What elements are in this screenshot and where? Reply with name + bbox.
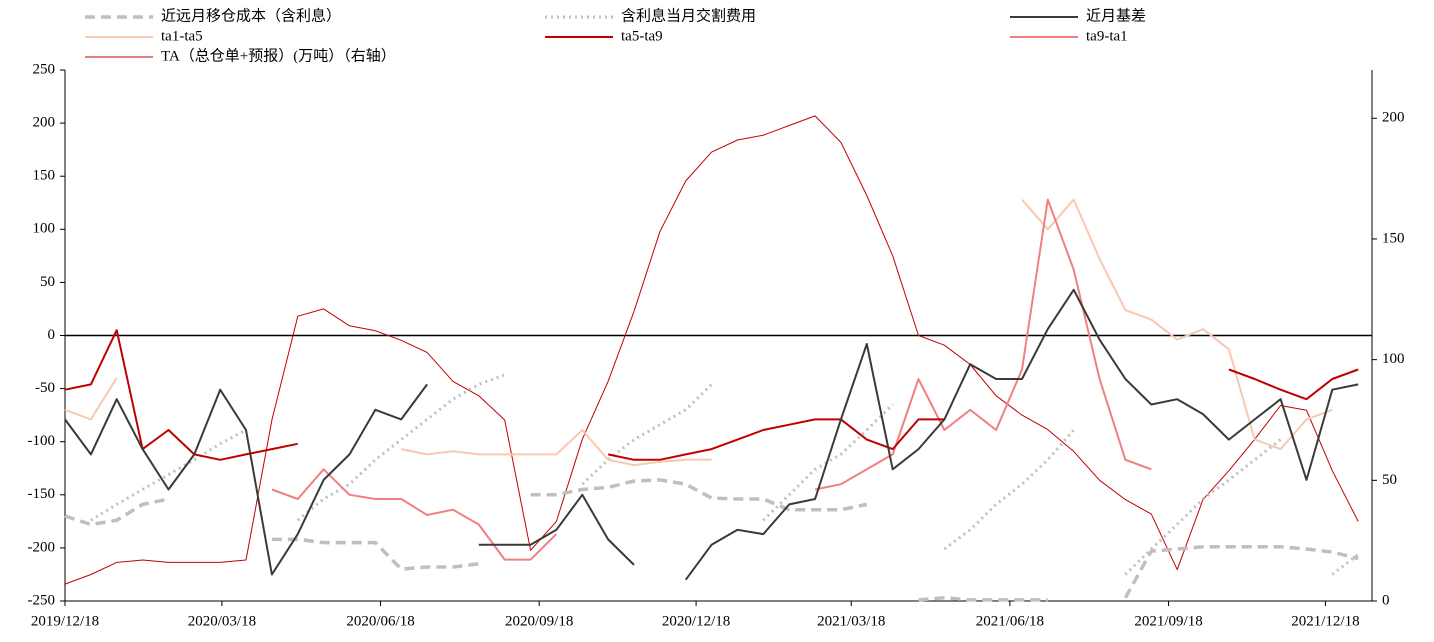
x-tick-label: 2021/09/18	[1134, 613, 1202, 629]
y2-tick-label: 150	[1382, 230, 1405, 246]
series-line	[64, 478, 1359, 602]
legend-label: 含利息当月交割费用	[621, 6, 756, 24]
legend-label: ta9-ta1	[1086, 28, 1128, 44]
x-tick-label: 2020/03/18	[188, 613, 256, 629]
x-tick-label: 2021/12/18	[1291, 613, 1359, 629]
y-tick-label: 150	[33, 168, 56, 184]
x-tick-label: 2020/09/18	[505, 613, 573, 629]
y-tick-label: 50	[40, 274, 55, 290]
y2-tick-label: 50	[1382, 472, 1397, 488]
y-tick-label: 0	[48, 327, 56, 343]
x-tick-label: 2021/06/18	[976, 613, 1044, 629]
y-tick-label: -200	[28, 539, 56, 555]
y-tick-label: -100	[28, 433, 56, 449]
series-line	[90, 373, 1360, 576]
legend-label: 近月基差	[1086, 7, 1146, 24]
y-tick-label: -50	[35, 380, 55, 396]
legend-label: ta1-ta5	[161, 28, 203, 44]
x-tick-label: 2020/06/18	[346, 613, 414, 629]
y2-tick-label: 0	[1382, 592, 1390, 608]
y-tick-label: -150	[28, 486, 56, 502]
x-tick-label: 2020/12/18	[662, 613, 730, 629]
legend-label: 近远月移仓成本（含利息）	[161, 7, 341, 24]
series-line	[64, 329, 1359, 461]
y-tick-label: 250	[33, 61, 56, 77]
y-tick-label: -250	[28, 592, 56, 608]
y2-tick-label: 100	[1382, 351, 1405, 367]
series-line	[64, 288, 1359, 581]
y-tick-label: 100	[33, 221, 56, 237]
legend-label: ta5-ta9	[621, 28, 663, 44]
series-line	[64, 198, 1333, 467]
series-line	[271, 198, 1152, 561]
y2-tick-label: 200	[1382, 110, 1405, 126]
series-line	[64, 115, 1359, 585]
x-tick-label: 2019/12/18	[31, 613, 99, 629]
legend-label: TA（总仓单+预报）(万吨）（右轴）	[161, 47, 396, 64]
y-tick-label: 200	[33, 115, 56, 131]
x-tick-label: 2021/03/18	[817, 613, 885, 629]
